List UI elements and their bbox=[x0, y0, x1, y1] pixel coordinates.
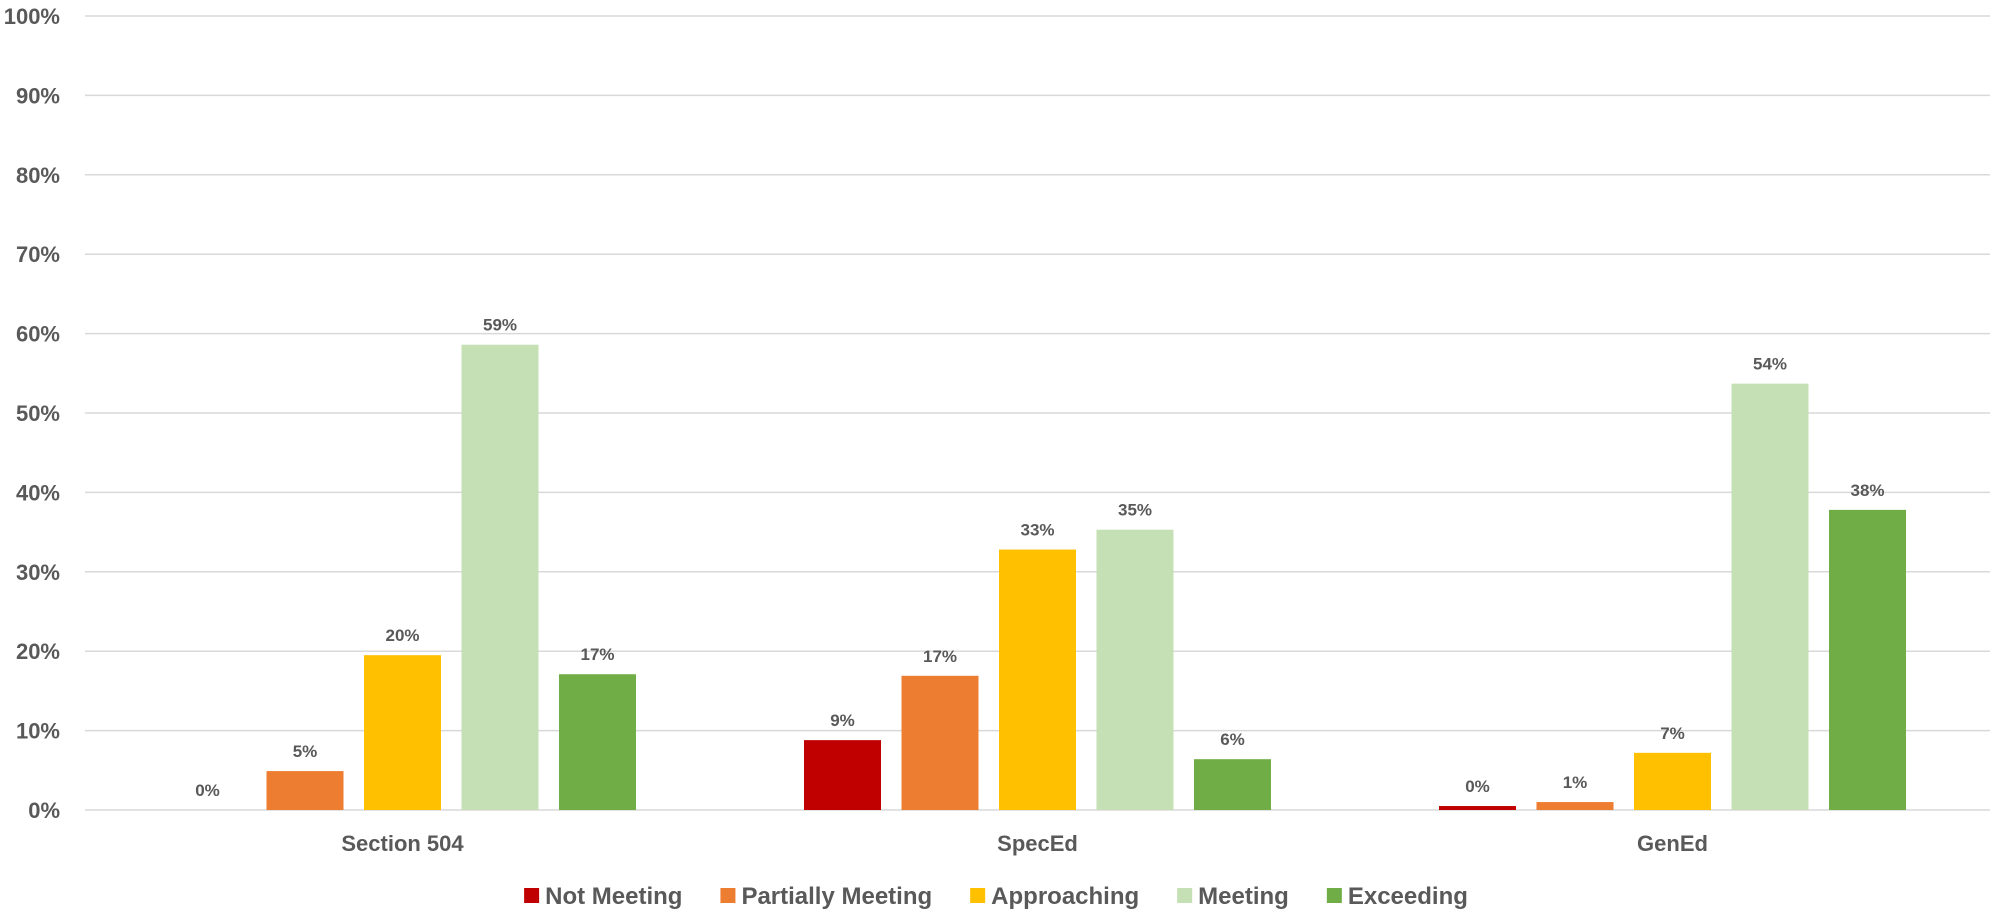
data-label: 38% bbox=[1850, 481, 1884, 500]
data-label: 20% bbox=[385, 626, 419, 645]
y-tick-label: 60% bbox=[16, 322, 60, 347]
bar-meeting-section-504 bbox=[461, 344, 539, 810]
data-label: 59% bbox=[483, 316, 517, 335]
y-tick-label: 40% bbox=[16, 480, 60, 505]
x-axis-categories: Section 504 SpecEd GenEd bbox=[341, 831, 1708, 856]
data-label: 17% bbox=[923, 647, 957, 666]
y-tick-label: 20% bbox=[16, 639, 60, 664]
data-label: 33% bbox=[1020, 521, 1054, 540]
legend-label: Approaching bbox=[991, 883, 1139, 910]
y-axis-ticks: 0% 10% 20% 30% 40% 50% 60% 70% 80% 90% 100% bbox=[4, 4, 60, 823]
bar-exceeding-speced bbox=[1194, 759, 1271, 810]
data-label: 5% bbox=[293, 742, 318, 761]
data-label: 0% bbox=[1465, 777, 1490, 796]
bar-approaching-gened bbox=[1634, 752, 1711, 810]
x-category-label: GenEd bbox=[1637, 831, 1708, 856]
y-tick-label: 70% bbox=[16, 242, 60, 267]
y-tick-label: 100% bbox=[4, 4, 60, 29]
y-tick-label: 50% bbox=[16, 401, 60, 426]
bars bbox=[266, 344, 1906, 810]
y-tick-label: 80% bbox=[16, 163, 60, 188]
legend-swatch-not-meeting bbox=[524, 888, 540, 903]
y-tick-label: 90% bbox=[16, 83, 60, 108]
data-label: 35% bbox=[1118, 501, 1152, 520]
data-label: 0% bbox=[195, 781, 220, 800]
bar-approaching-section-504 bbox=[364, 655, 441, 810]
legend-swatch-meeting bbox=[1177, 888, 1193, 903]
legend-label: Not Meeting bbox=[545, 883, 682, 910]
x-category-label: Section 504 bbox=[341, 831, 464, 856]
bar-not-meeting-speced bbox=[804, 740, 881, 810]
y-tick-label: 30% bbox=[16, 560, 60, 585]
bar-meeting-speced bbox=[1096, 529, 1174, 810]
y-tick-label: 0% bbox=[28, 798, 60, 823]
bar-partially-meeting-speced bbox=[901, 675, 979, 810]
legend-label: Partially Meeting bbox=[741, 883, 932, 910]
bar-not-meeting-gened bbox=[1439, 806, 1516, 810]
data-label: 7% bbox=[1660, 724, 1685, 743]
bar-approaching-speced bbox=[999, 549, 1076, 810]
x-category-label: SpecEd bbox=[997, 831, 1078, 856]
bar-exceeding-gened bbox=[1829, 509, 1906, 810]
bar-exceeding-section-504 bbox=[559, 674, 636, 810]
data-label: 1% bbox=[1563, 773, 1588, 792]
legend-swatch-partially-meeting bbox=[720, 888, 736, 903]
legend: Not Meeting Partially Meeting Approaching M… bbox=[524, 883, 1468, 910]
legend-label: Meeting bbox=[1198, 883, 1289, 910]
data-label: 17% bbox=[580, 645, 614, 664]
data-label: 6% bbox=[1220, 730, 1245, 749]
bar-partially-meeting-section-504 bbox=[266, 771, 344, 810]
data-label: 9% bbox=[830, 711, 855, 730]
data-labels: 0% 5% 20% 59% 17% 9% 17% 33% 35% 6% 0% 1% 7% 54% 38% bbox=[195, 316, 1884, 800]
bar-partially-meeting-gened bbox=[1536, 802, 1614, 810]
y-tick-label: 10% bbox=[16, 719, 60, 744]
legend-swatch-exceeding bbox=[1326, 888, 1342, 903]
legend-swatch-approaching bbox=[970, 888, 986, 903]
data-label: 54% bbox=[1753, 355, 1787, 374]
legend-label: Exceeding bbox=[1348, 883, 1468, 910]
bar-meeting-gened bbox=[1731, 383, 1809, 810]
